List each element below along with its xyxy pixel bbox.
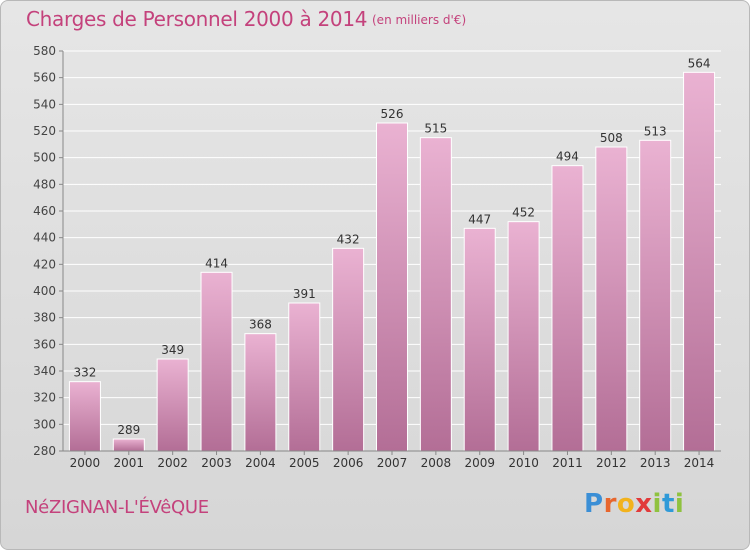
bar [376,122,408,452]
bar [244,333,277,452]
bar-value-label: 526 [381,107,404,121]
bar [463,227,496,452]
bar-value-label: 447 [468,212,491,226]
logo-letter: r [603,489,617,519]
x-tick-label: 2012 [596,456,627,470]
bar [551,165,584,452]
logo-letter: x [635,489,653,519]
y-tick-label: 380 [33,311,56,325]
bar-value-label: 494 [556,150,579,164]
y-tick-label: 300 [33,417,56,431]
bar-value-label: 564 [688,56,711,70]
y-tick-label: 520 [33,124,56,138]
bar [156,358,189,452]
x-tick-label: 2003 [201,456,232,470]
x-tick-label: 2000 [70,456,101,470]
y-tick-label: 460 [33,204,56,218]
bar [332,247,365,452]
y-tick-label: 540 [33,97,56,111]
location-name: NéZIGNAN-L'ÉVêQUE [25,497,209,518]
bar-value-label: 332 [73,366,96,380]
x-tick-label: 2001 [114,456,145,470]
bar [112,438,145,452]
logo-letter: t [661,489,675,519]
x-tick-label: 2007 [377,456,408,470]
bar-value-label: 452 [512,206,535,220]
x-tick-label: 2002 [157,456,188,470]
chart-subtitle: (en milliers d'€) [372,13,467,27]
bar [419,137,452,452]
logo-letter: P [584,489,604,519]
logo-letter: i [674,489,685,519]
bar-value-label: 414 [205,256,228,270]
bar-value-label: 368 [249,318,272,332]
bar [683,71,716,452]
bar-value-label: 515 [424,122,447,136]
y-tick-label: 340 [33,364,56,378]
bar-value-label: 508 [600,131,623,145]
x-axis: 2000 2001 2002 2003 2004 2005 2006 2007 2008 2009… [63,450,721,470]
bar-value-label: 513 [644,124,667,138]
x-tick-label: 2006 [333,456,364,470]
bar-value-label: 289 [117,423,140,437]
x-tick-label: 2013 [640,456,671,470]
y-tick-label: 500 [33,151,56,165]
bar-value-label: 391 [293,287,316,301]
y-axis: 280 300 320 340 360 380 400 420 440 460 480 500 520 5… [33,44,64,458]
x-tick-label: 2014 [684,456,715,470]
x-tick-label: 2008 [421,456,452,470]
y-tick-label: 560 [33,71,56,85]
bar-value-label: 349 [161,343,184,357]
x-tick-label: 2004 [245,456,276,470]
y-tick-label: 400 [33,284,56,298]
bar [288,302,321,452]
bars-group: 332 289 349 414 368 391 432 526 515 447 452 494 508 5… [68,56,716,452]
y-tick-label: 440 [33,231,56,245]
y-tick-label: 360 [33,337,56,351]
bar [507,221,540,452]
bar [68,381,101,452]
x-tick-label: 2005 [289,456,320,470]
chart-title: Charges de Personnel 2000 à 2014 [26,7,368,31]
y-tick-label: 480 [33,177,56,191]
x-tick-label: 2010 [508,456,539,470]
y-tick-label: 420 [33,257,56,271]
bar [595,146,628,452]
logo-letter: i [652,489,662,519]
proxiti-logo: Proxiti [584,489,684,519]
logo-letter: o [616,489,636,519]
y-tick-label: 320 [33,391,56,405]
x-tick-label: 2011 [552,456,583,470]
x-tick-label: 2009 [464,456,495,470]
bar [200,271,233,452]
y-tick-label: 280 [33,444,56,458]
bar [639,139,672,452]
bar-value-label: 432 [337,232,360,246]
y-tick-label: 580 [33,44,56,58]
